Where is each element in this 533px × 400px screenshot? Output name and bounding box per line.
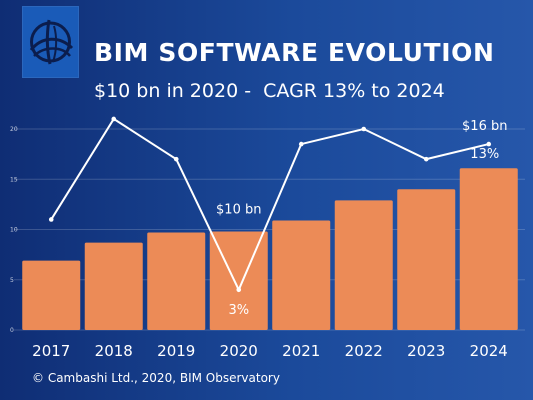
y-tick-label: 10 [10,227,18,234]
line-point-2020 [236,287,242,293]
annotation-label: 13% [470,147,499,162]
bar-series [22,168,518,330]
chart-subtitle: $10 bn in 2020 - CAGR 13% to 2024 [94,80,445,102]
x-tick-label: 2017 [32,342,70,360]
bim-observatory-logo-icon [22,6,79,78]
bar-2019 [147,232,206,330]
x-tick-label: 2019 [157,342,195,360]
line-point-2019 [173,156,179,162]
chart-labels: 0 5 10 15 20 2017 2018 2019 2020 2021 2022 2023 2024… [10,119,508,360]
chart-title: BIM SOFTWARE EVOLUTION [94,38,495,67]
annotation-label: $16 bn [462,119,507,134]
line-point-2017 [48,217,54,222]
x-tick-label: 2024 [470,342,508,360]
x-tick-label: 2021 [282,342,320,360]
copyright-footer: © Cambashi Ltd., 2020, BIM Observatory [32,371,280,385]
y-tick-label: 5 [10,277,14,284]
bar-2018 [84,242,143,330]
y-tick-label: 20 [10,126,18,133]
line-point-2024 [486,141,492,147]
x-tick-label: 2020 [220,342,258,360]
bar-2017 [22,260,81,330]
line-point-2018 [111,116,117,122]
bar-2021 [272,220,331,330]
x-tick-label: 2022 [345,342,383,360]
x-tick-label: 2018 [95,342,133,360]
x-tick-label: 2023 [407,342,445,360]
line-point-2023 [423,156,429,162]
y-tick-label: 0 [10,327,14,334]
growth-line [50,117,489,293]
bar-2024 [459,168,518,330]
line-point-2022 [361,126,367,132]
bar-2023 [397,189,456,330]
annotation-label: $10 bn [216,203,261,218]
bar-2022 [334,200,393,330]
line-series [48,116,492,293]
line-point-2021 [298,141,304,147]
annotation-label: 3% [228,303,249,318]
y-tick-label: 15 [10,176,18,183]
